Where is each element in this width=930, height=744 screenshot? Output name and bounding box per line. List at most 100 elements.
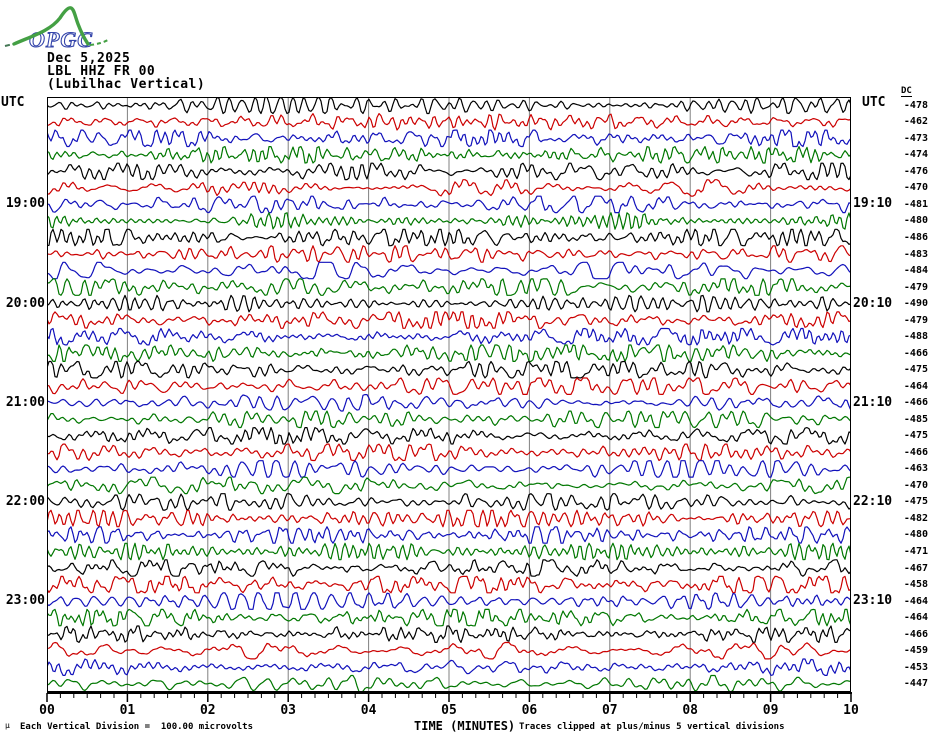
utc-left-label: UTC bbox=[1, 95, 25, 110]
dc-value: -466 bbox=[903, 628, 928, 640]
left-time-label: 21:00 bbox=[5, 394, 45, 410]
dc-value: -483 bbox=[903, 248, 928, 260]
dc-value: -485 bbox=[903, 413, 928, 425]
dc-value: -479 bbox=[903, 314, 928, 326]
trace-row-35 bbox=[47, 658, 851, 677]
trace-row-23 bbox=[47, 460, 851, 478]
trace-row-21 bbox=[47, 427, 851, 445]
dc-value: -478 bbox=[903, 99, 928, 111]
logo-curve bbox=[12, 6, 90, 46]
x-tick-label: 02 bbox=[199, 703, 216, 718]
dc-value: -466 bbox=[903, 347, 928, 359]
trace-row-5 bbox=[47, 162, 851, 181]
trace-row-27 bbox=[47, 526, 851, 544]
dc-value: -467 bbox=[903, 562, 928, 574]
trace-row-8 bbox=[47, 212, 851, 230]
trace-row-13 bbox=[47, 294, 851, 313]
left-time-label: 20:00 bbox=[5, 295, 45, 311]
opgc-logo: OPGC bbox=[4, 6, 109, 53]
trace-row-7 bbox=[47, 195, 851, 214]
dc-value: -462 bbox=[903, 116, 928, 128]
x-tick-label: 06 bbox=[521, 703, 538, 718]
dc-value: -488 bbox=[903, 331, 928, 343]
x-tick-label: 03 bbox=[280, 703, 297, 718]
trace-row-20 bbox=[47, 410, 851, 429]
right-time-label: 19:10 bbox=[853, 196, 893, 212]
x-tick-label: 01 bbox=[119, 703, 136, 718]
trace-row-18 bbox=[47, 377, 851, 395]
trace-row-33 bbox=[47, 625, 851, 644]
dc-value: -453 bbox=[903, 661, 928, 673]
trace-row-3 bbox=[47, 129, 851, 148]
trace-row-28 bbox=[47, 542, 851, 561]
trace-row-4 bbox=[47, 145, 851, 164]
trace-row-11 bbox=[47, 261, 851, 280]
dc-value: -476 bbox=[903, 165, 928, 177]
dc-value: -475 bbox=[903, 364, 928, 376]
trace-row-6 bbox=[47, 179, 851, 197]
dc-value: -479 bbox=[903, 281, 928, 293]
left-time-label: 23:00 bbox=[5, 593, 45, 609]
dc-value: -484 bbox=[903, 265, 928, 277]
dc-column-header: DC bbox=[901, 86, 912, 97]
trace-row-30 bbox=[47, 575, 851, 594]
dc-value: -473 bbox=[903, 132, 928, 144]
logo-dash-right bbox=[89, 39, 109, 46]
x-tick-label: 09 bbox=[762, 703, 779, 718]
dc-value: -470 bbox=[903, 479, 928, 491]
clip-note: Traces clipped at plus/minus 5 vertical … bbox=[519, 722, 785, 732]
x-tick-label: 00 bbox=[39, 703, 55, 718]
dc-value: -447 bbox=[903, 678, 928, 690]
trace-row-24 bbox=[47, 476, 851, 495]
header-location: (Lubilhac Vertical) bbox=[47, 77, 206, 92]
trace-row-25 bbox=[47, 493, 851, 511]
dc-value: -480 bbox=[903, 529, 928, 541]
trace-row-9 bbox=[47, 228, 851, 247]
right-time-label: 20:10 bbox=[853, 295, 893, 311]
dc-value: -466 bbox=[903, 397, 928, 409]
trace-row-16 bbox=[47, 344, 851, 362]
dc-value: -475 bbox=[903, 430, 928, 442]
trace-row-22 bbox=[47, 443, 851, 462]
mu-scale-mark: µ bbox=[5, 721, 10, 730]
trace-row-26 bbox=[47, 509, 851, 528]
trace-row-14 bbox=[47, 311, 851, 329]
dc-value: -466 bbox=[903, 446, 928, 458]
trace-row-31 bbox=[47, 592, 851, 610]
dc-value: -474 bbox=[903, 149, 928, 161]
x-tick-label: 05 bbox=[441, 703, 457, 718]
trace-row-32 bbox=[47, 608, 851, 627]
x-axis bbox=[46, 692, 852, 702]
trace-row-10 bbox=[47, 245, 851, 263]
trace-row-2 bbox=[47, 113, 851, 131]
x-tick-label: 04 bbox=[360, 703, 377, 718]
x-tick-label: 07 bbox=[601, 703, 618, 718]
trace-row-12 bbox=[47, 278, 851, 296]
x-axis-title: TIME (MINUTES) bbox=[414, 719, 516, 733]
left-time-label: 19:00 bbox=[5, 196, 45, 212]
dc-value: -464 bbox=[903, 380, 928, 392]
trace-row-29 bbox=[47, 559, 851, 577]
dc-value: -458 bbox=[903, 579, 928, 591]
dc-value: -486 bbox=[903, 231, 928, 243]
dc-value: -470 bbox=[903, 182, 928, 194]
trace-row-15 bbox=[47, 327, 851, 346]
dc-value: -480 bbox=[903, 215, 928, 227]
header-date: Dec 5,2025 bbox=[47, 51, 131, 66]
trace-row-17 bbox=[47, 360, 851, 379]
plot-area bbox=[47, 97, 851, 692]
dc-value: -475 bbox=[903, 496, 928, 508]
logo-dash-left bbox=[4, 43, 14, 47]
dc-value: -471 bbox=[903, 546, 928, 557]
trace-row-1 bbox=[47, 97, 851, 115]
plot-border bbox=[47, 97, 851, 692]
dc-value: -464 bbox=[903, 595, 928, 607]
right-time-label: 22:10 bbox=[853, 493, 893, 509]
dc-value: -482 bbox=[903, 512, 928, 524]
dc-value: -490 bbox=[903, 298, 928, 310]
trace-row-36 bbox=[47, 674, 851, 692]
right-time-label: 23:10 bbox=[853, 593, 893, 609]
x-tick-label: 10 bbox=[843, 703, 859, 718]
utc-right-label: UTC bbox=[862, 95, 886, 110]
